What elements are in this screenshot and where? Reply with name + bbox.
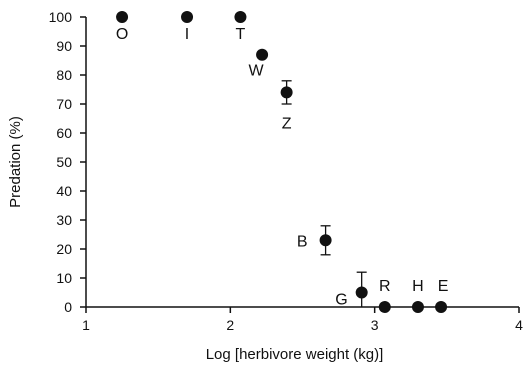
data-point [256, 48, 269, 61]
y-tick-label: 80 [56, 67, 72, 83]
point-label: E [438, 278, 449, 295]
data-point [319, 234, 332, 247]
y-tick-label: 30 [56, 212, 72, 228]
y-ticks: 0 10 20 30 40 50 60 70 80 90 100 [49, 9, 86, 315]
point-label: W [249, 63, 265, 80]
point-label: R [379, 278, 391, 295]
axes [85, 17, 519, 308]
y-tick-label: 90 [56, 38, 72, 54]
x-tick-label: 1 [82, 317, 90, 333]
x-ticks: 1 2 3 4 [82, 307, 523, 333]
point-label: T [236, 26, 246, 43]
y-tick-label: 50 [56, 154, 72, 170]
point-label: O [116, 26, 128, 43]
point-label: H [412, 278, 424, 295]
data-point [378, 301, 391, 313]
data-point [411, 301, 424, 313]
y-tick-label: 60 [56, 125, 72, 141]
point-label: G [335, 292, 347, 309]
x-axis-title: Log [herbivore weight (kg)] [206, 346, 384, 363]
x-tick-label: 4 [515, 317, 523, 333]
x-tick-label: 3 [371, 317, 379, 333]
data-points: O I T W Z B G R H E [116, 11, 449, 313]
y-tick-label: 100 [49, 9, 73, 25]
data-point [234, 11, 247, 23]
data-point [355, 286, 368, 299]
data-point [181, 11, 194, 23]
y-tick-label: 70 [56, 96, 72, 112]
point-label: I [185, 26, 189, 43]
x-tick-label: 2 [226, 317, 234, 333]
y-axis-title: Predation (%) [7, 116, 24, 208]
data-point [435, 301, 448, 313]
point-label: Z [282, 115, 292, 132]
y-tick-label: 20 [56, 241, 72, 257]
y-tick-label: 10 [56, 270, 72, 286]
data-point [280, 86, 293, 99]
y-tick-label: 0 [64, 299, 72, 315]
data-point [116, 11, 129, 23]
y-tick-label: 40 [56, 183, 72, 199]
point-label: B [297, 233, 308, 250]
